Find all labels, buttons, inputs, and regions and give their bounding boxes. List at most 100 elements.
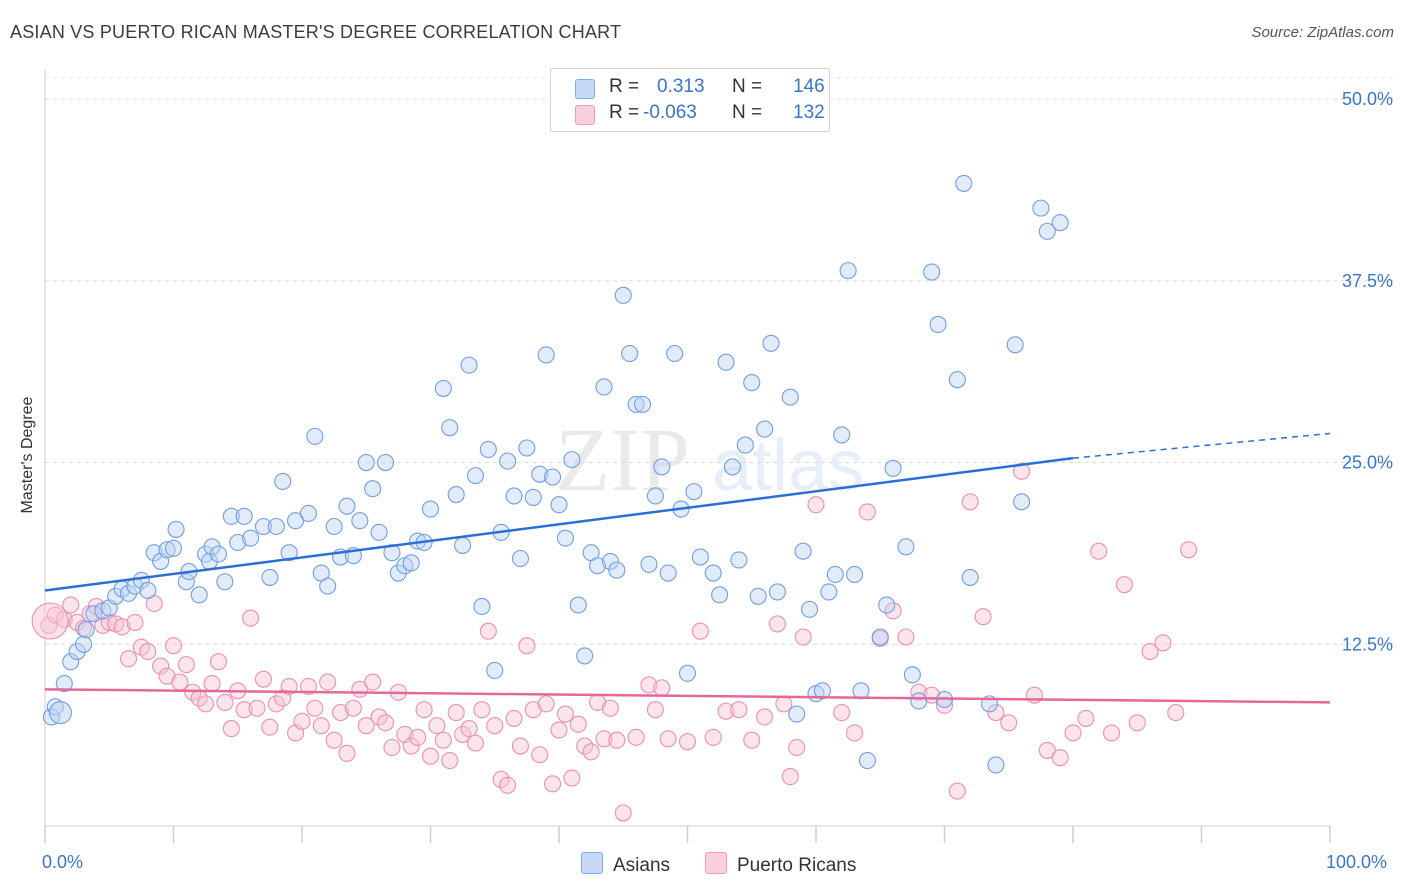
data-point bbox=[293, 712, 311, 730]
puerto-rican-points bbox=[31, 462, 1198, 822]
data-point bbox=[190, 586, 208, 604]
data-point bbox=[845, 565, 864, 584]
data-point bbox=[601, 552, 619, 570]
data-point bbox=[1032, 199, 1050, 217]
data-point bbox=[845, 724, 864, 742]
data-point bbox=[235, 701, 253, 719]
bottom-legend-label-asians: Asians bbox=[613, 855, 671, 876]
data-point bbox=[139, 581, 157, 600]
data-point bbox=[441, 752, 459, 770]
legend-n-value-asians: 146 bbox=[793, 76, 825, 97]
data-point bbox=[595, 378, 613, 396]
data-point bbox=[833, 704, 851, 722]
data-point bbox=[454, 725, 472, 743]
data-point bbox=[364, 480, 382, 498]
data-point bbox=[466, 734, 485, 752]
data-point bbox=[544, 775, 562, 793]
data-point bbox=[62, 653, 80, 671]
data-point bbox=[743, 374, 761, 392]
data-point bbox=[447, 704, 465, 722]
data-point bbox=[338, 744, 356, 762]
data-point bbox=[254, 517, 273, 536]
y-tick-label: 37.5% bbox=[1342, 271, 1393, 291]
data-point bbox=[1013, 493, 1031, 511]
data-point bbox=[421, 747, 440, 765]
data-point bbox=[627, 395, 645, 413]
data-point bbox=[434, 731, 452, 749]
asian-points bbox=[42, 174, 1069, 774]
data-point bbox=[704, 728, 722, 746]
data-point bbox=[222, 507, 240, 525]
data-point bbox=[858, 752, 876, 770]
data-point bbox=[948, 371, 966, 389]
data-point bbox=[794, 542, 812, 560]
data-point bbox=[884, 602, 902, 620]
data-point bbox=[858, 503, 876, 521]
data-point bbox=[711, 586, 729, 604]
data-point bbox=[563, 769, 581, 787]
data-point bbox=[756, 708, 774, 726]
data-point bbox=[646, 487, 664, 505]
x-tick-label-min: 0.0% bbox=[42, 852, 84, 872]
data-point bbox=[235, 507, 253, 525]
watermark-atlas: atlas bbox=[712, 426, 864, 506]
data-point bbox=[826, 565, 844, 584]
data-point bbox=[299, 677, 317, 695]
data-point bbox=[556, 529, 574, 547]
data-point bbox=[691, 622, 709, 640]
data-point bbox=[402, 737, 420, 755]
data-point bbox=[242, 529, 260, 547]
legend-r-label: R = bbox=[609, 102, 640, 123]
data-point bbox=[897, 538, 915, 556]
data-point bbox=[807, 496, 825, 514]
data-point bbox=[460, 720, 478, 738]
data-point bbox=[1006, 336, 1024, 354]
data-point bbox=[781, 388, 799, 406]
data-point bbox=[331, 704, 350, 722]
data-point bbox=[678, 733, 697, 751]
data-point bbox=[788, 738, 806, 757]
data-point bbox=[987, 756, 1005, 774]
watermark: ZIP atlas bbox=[555, 411, 864, 510]
data-point bbox=[730, 551, 748, 569]
data-point bbox=[794, 628, 812, 646]
data-point bbox=[499, 452, 517, 470]
data-point bbox=[929, 315, 947, 333]
bottom-legend-swatch-puerto-ricans bbox=[705, 852, 727, 874]
data-point bbox=[601, 699, 619, 717]
data-point bbox=[107, 587, 125, 605]
data-point bbox=[544, 468, 562, 486]
data-point bbox=[621, 344, 639, 363]
legend-r-label: R = bbox=[609, 76, 640, 97]
chart-title: ASIAN VS PUERTO RICAN MASTER'S DEGREE CO… bbox=[10, 22, 622, 42]
data-point bbox=[325, 731, 343, 749]
data-point bbox=[167, 520, 185, 538]
data-point bbox=[441, 419, 459, 437]
data-point bbox=[768, 583, 787, 601]
data-point bbox=[653, 458, 671, 476]
data-point bbox=[158, 541, 176, 559]
trend-line-asians bbox=[44, 456, 1074, 592]
axes bbox=[44, 70, 1331, 843]
data-point bbox=[608, 731, 626, 749]
data-point bbox=[229, 533, 247, 552]
data-point bbox=[756, 420, 774, 438]
data-point bbox=[126, 613, 144, 632]
data-point bbox=[518, 637, 536, 655]
data-point bbox=[248, 699, 266, 717]
data-point bbox=[62, 596, 80, 614]
data-point bbox=[659, 564, 677, 582]
data-point bbox=[531, 746, 549, 764]
data-point bbox=[1141, 642, 1159, 661]
data-point bbox=[389, 564, 407, 582]
data-point bbox=[351, 512, 369, 530]
data-point bbox=[730, 701, 748, 719]
data-point bbox=[1051, 214, 1069, 232]
data-point bbox=[81, 605, 99, 623]
data-point bbox=[576, 737, 594, 755]
data-point bbox=[1154, 634, 1172, 652]
data-point bbox=[910, 683, 928, 701]
data-point bbox=[955, 174, 973, 192]
data-point bbox=[171, 673, 189, 691]
data-point bbox=[736, 436, 754, 454]
